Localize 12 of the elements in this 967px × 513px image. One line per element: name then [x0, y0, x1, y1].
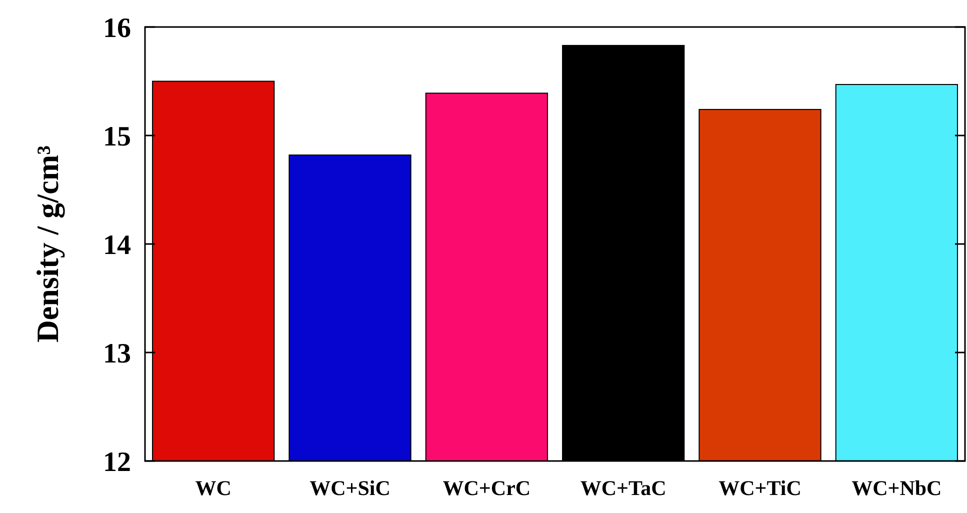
- x-tick-label: WC+SiC: [310, 476, 390, 500]
- y-tick-label: 16: [103, 12, 131, 44]
- y-tick-label: 13: [103, 338, 131, 370]
- x-tick-label: WC+CrC: [442, 476, 531, 500]
- x-tick-label: WC+NbC: [852, 476, 942, 500]
- x-tick-label: WC+TaC: [580, 476, 666, 500]
- x-tick-label: WC: [195, 476, 232, 500]
- y-axis-title: Density / g/cm³: [30, 146, 65, 342]
- x-tick-label: WC+TiC: [718, 476, 802, 500]
- y-tick-label: 12: [103, 446, 131, 478]
- y-tick-label: 15: [103, 121, 131, 152]
- y-tick-label: 14: [103, 230, 131, 261]
